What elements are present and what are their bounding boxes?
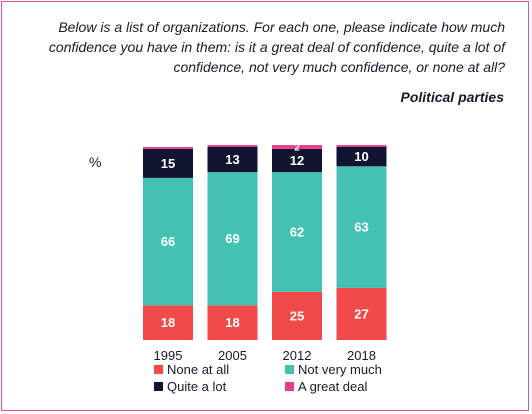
data-label-2005-not-very-much: 69 <box>225 231 239 246</box>
data-label-1995-none-at-all: 18 <box>161 315 175 330</box>
legend-swatch <box>154 365 163 374</box>
x-tick-label-2018: 2018 <box>347 348 376 363</box>
data-label-2005-none-at-all: 18 <box>225 315 239 330</box>
legend-label: A great deal <box>298 379 368 394</box>
bar-segment-2012-quite-a-lot <box>272 148 322 173</box>
bar-segment-1995-none-at-all <box>143 305 193 340</box>
legend-item-a-great-deal: A great deal <box>285 379 367 394</box>
data-label-2018-quite-a-lot: 10 <box>354 149 368 164</box>
bar-segment-2018-not-very-much <box>336 166 387 288</box>
legend-item-not-very-much: Not very much <box>285 362 382 377</box>
data-label-2012-a-great-deal: 2 <box>294 143 300 154</box>
legend-swatch <box>154 382 163 391</box>
x-tick-label-2012: 2012 <box>283 348 312 363</box>
data-label-2018-none-at-all: 27 <box>354 306 368 321</box>
legend-label: Quite a lot <box>167 379 227 394</box>
legend-item-quite-a-lot: Quite a lot <box>154 379 226 394</box>
legend-item-none-at-all: None at all <box>154 362 229 377</box>
bar-segment-2012-none-at-all <box>272 291 322 340</box>
data-label-1995-not-very-much: 66 <box>161 234 175 249</box>
bar-segment-2018-quite-a-lot <box>336 147 387 167</box>
data-label-2012-none-at-all: 25 <box>290 308 304 323</box>
legend-label: None at all <box>167 362 230 377</box>
bar-segment-2005-none-at-all <box>207 305 258 340</box>
data-label-2012-quite-a-lot: 12 <box>290 153 304 168</box>
legend-swatch <box>285 365 294 374</box>
bar-segment-1995-quite-a-lot <box>143 148 193 178</box>
data-label-1995-quite-a-lot: 15 <box>161 156 175 171</box>
bar-segment-2018-none-at-all <box>336 287 387 340</box>
legend-swatch <box>285 382 294 391</box>
x-tick-label-1995: 1995 <box>154 348 183 363</box>
bar-segment-1995-not-very-much <box>143 177 193 306</box>
bar-segment-2018-a-great-deal <box>336 145 387 147</box>
question-text: Below is a list of organizations. For ea… <box>48 19 505 75</box>
x-tick-label-2005: 2005 <box>218 348 247 363</box>
data-label-2018-not-very-much: 63 <box>354 220 368 235</box>
data-label-2012-not-very-much: 62 <box>290 224 304 239</box>
bar-segment-2012-a-great-deal <box>272 145 322 149</box>
bar-segment-2005-a-great-deal <box>207 145 258 147</box>
bar-segment-1995-a-great-deal <box>143 147 193 149</box>
data-label-2005-quite-a-lot: 13 <box>225 152 239 167</box>
bar-segment-2005-not-very-much <box>207 172 258 306</box>
unit-label: % <box>89 154 102 170</box>
bar-segment-2005-quite-a-lot <box>207 147 258 173</box>
chart-subtitle: Political parties <box>400 89 504 105</box>
bar-segment-2012-not-very-much <box>272 172 322 292</box>
legend-label: Not very much <box>298 362 382 377</box>
